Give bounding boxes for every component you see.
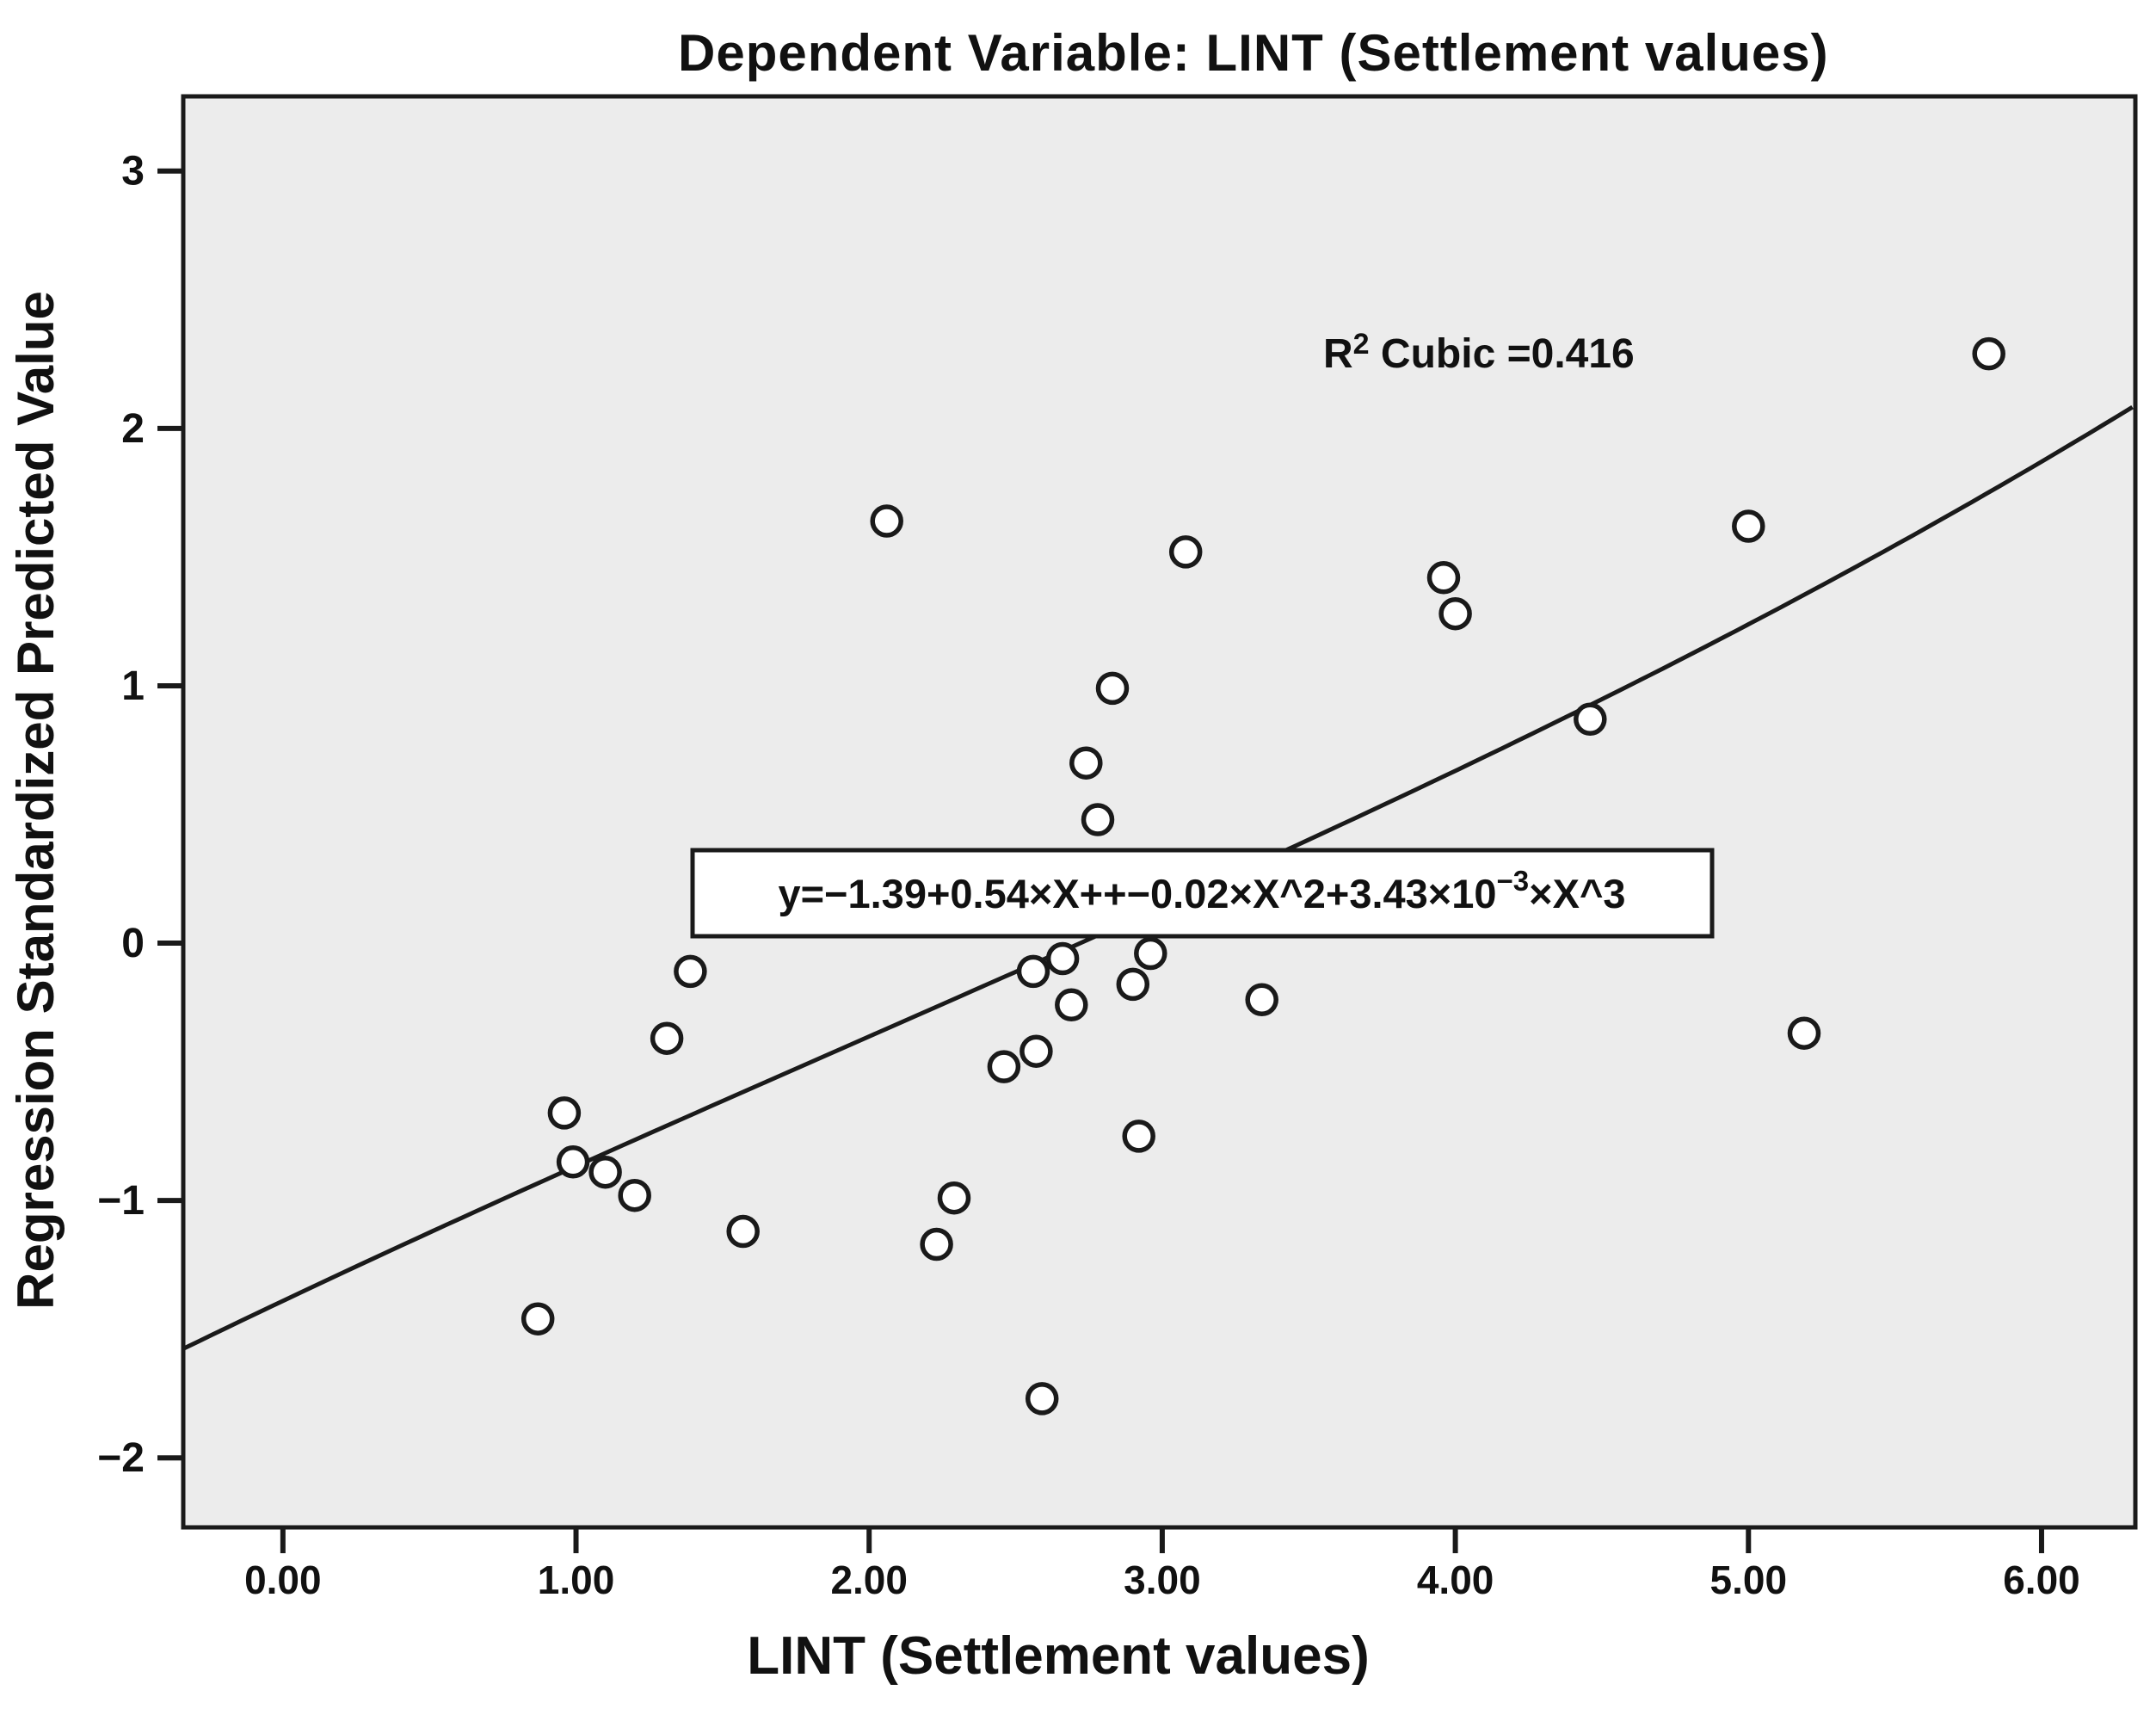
data-point	[1025, 1382, 1059, 1416]
x-tick-label: 4.00	[1417, 1558, 1494, 1602]
data-point	[920, 1227, 953, 1261]
data-point	[1134, 936, 1167, 971]
x-tick-label: 6.00	[2003, 1558, 2080, 1602]
data-point	[1122, 1120, 1155, 1153]
data-point	[1081, 803, 1115, 836]
x-tick-label: 2.00	[830, 1558, 908, 1602]
y-tick-label: −2	[97, 1435, 145, 1481]
data-point	[1019, 1034, 1053, 1068]
data-point	[650, 1021, 684, 1055]
chart-title: Dependent Variable: LINT (Settlement val…	[678, 24, 1829, 82]
r-squared-base: R	[1323, 331, 1353, 377]
equation-exponent: −3	[1497, 865, 1530, 897]
y-tick-label: 1	[121, 663, 145, 709]
y-axis-ticks: 3 2 1 0 −1 −2	[97, 149, 183, 1481]
y-tick-label: 0	[121, 921, 145, 966]
data-point	[937, 1181, 971, 1215]
data-point	[1972, 336, 2005, 371]
data-point	[1732, 509, 1765, 543]
data-point	[726, 1214, 760, 1249]
data-point	[1168, 535, 1203, 569]
data-point	[1787, 1016, 1821, 1050]
equation-text: y=−1.39+0.54×X++−0.02×X^2+3.43×10−3×X^3	[778, 865, 1625, 916]
x-axis-label: LINT (Settlement values)	[747, 1626, 1369, 1686]
r-squared-annotation: R2 Cubic =0.416	[1323, 328, 1635, 377]
y-tick-label: −1	[97, 1178, 145, 1224]
data-point	[1438, 596, 1472, 631]
r-squared-value: Cubic =0.416	[1370, 331, 1635, 377]
x-tick-label: 3.00	[1124, 1558, 1201, 1602]
x-tick-label: 1.00	[538, 1558, 615, 1602]
x-axis-ticks: 0.00 1.00 2.00 3.00 4.00 5.00 6.00	[244, 1527, 2080, 1602]
data-point	[1245, 983, 1278, 1017]
data-point	[1045, 941, 1080, 976]
data-points	[521, 336, 2005, 1416]
data-point	[588, 1155, 622, 1189]
data-point	[1095, 671, 1130, 706]
data-point	[618, 1178, 651, 1212]
data-point	[1055, 988, 1088, 1022]
equation-tail: ×X^3	[1529, 871, 1625, 916]
equation-main: y=−1.39+0.54×X++−0.02×X^2+3.43×10	[778, 871, 1496, 916]
data-point	[547, 1096, 582, 1130]
x-tick-label: 5.00	[1710, 1558, 1788, 1602]
x-tick-label: 0.00	[244, 1558, 322, 1602]
plot-area	[181, 94, 2138, 1530]
r-squared-exponent: 2	[1353, 328, 1370, 361]
y-tick-label: 2	[121, 406, 145, 452]
data-point	[674, 954, 707, 989]
data-point	[556, 1145, 590, 1179]
y-tick-label: 3	[121, 149, 145, 194]
data-point	[521, 1302, 555, 1335]
data-point	[1574, 702, 1607, 737]
data-point	[987, 1050, 1021, 1083]
data-point	[1116, 967, 1150, 1002]
equation-box	[690, 848, 1715, 939]
y-axis-label: Regression Standardized Predicted Value	[7, 291, 65, 1310]
data-point	[870, 504, 903, 538]
data-point	[1426, 561, 1461, 595]
data-point	[1016, 954, 1050, 989]
data-point	[1069, 746, 1103, 780]
